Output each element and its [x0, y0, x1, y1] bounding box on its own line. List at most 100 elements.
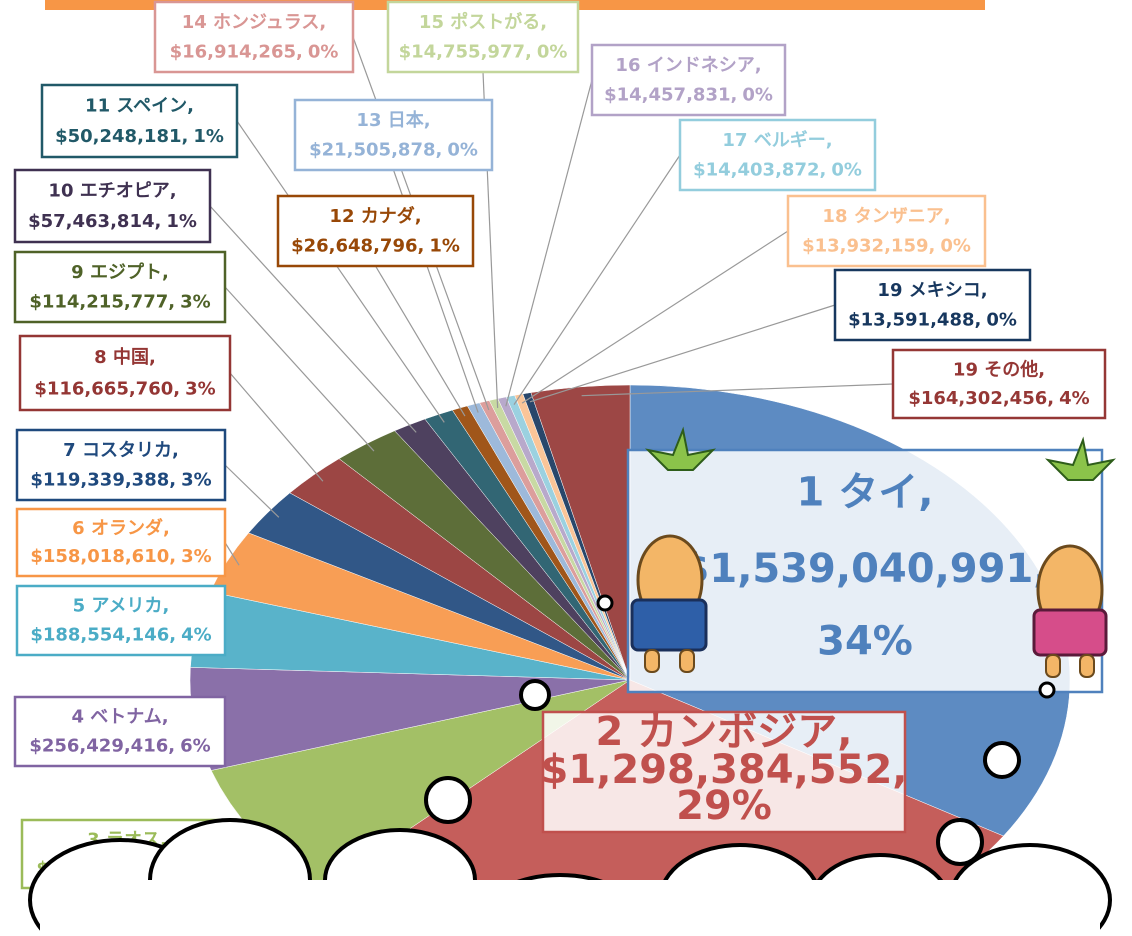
- label-value: $1,539,040,991,: [682, 546, 1049, 592]
- label-percent: 6%: [180, 736, 211, 757]
- label-value: $21,505,878,: [309, 139, 442, 160]
- labels: 1 タイ, $1,539,040,991, 34% 2 カンボジア,$1,298,38…: [13, 0, 1107, 890]
- label-box: [18, 334, 232, 412]
- label-percent: 34%: [817, 619, 913, 665]
- decoration: [28, 426, 1117, 936]
- label-percent: 0%: [447, 139, 478, 160]
- label-line: $13,932,159, 0%: [802, 235, 971, 256]
- label-percent: 0%: [308, 41, 339, 62]
- label-percent: 1%: [429, 235, 460, 256]
- label-value: $14,457,831,: [604, 84, 737, 105]
- label-value: $50,248,181,: [55, 126, 188, 147]
- label-percent: 1%: [166, 211, 197, 232]
- label-percent: 3%: [181, 469, 212, 490]
- label-line: $26,648,796, 1%: [291, 235, 460, 256]
- leaders: [119, 36, 894, 855]
- label-line: $158,018,610, 3%: [30, 546, 211, 567]
- leader-line: [236, 120, 445, 423]
- label-value: $16,914,265,: [170, 41, 303, 62]
- label-box: [13, 695, 227, 768]
- label-value: $116,665,760,: [34, 378, 180, 399]
- label-value: $158,018,610,: [30, 546, 176, 567]
- label-box: [626, 448, 1104, 694]
- label-line: $188,554,146, 4%: [30, 625, 211, 646]
- label-name: 17 ベルギー,: [722, 130, 832, 151]
- label-name: 16 インドネシア,: [615, 55, 761, 76]
- label-box: [678, 118, 877, 192]
- label-name: 19 メキシコ,: [877, 280, 987, 301]
- leader-line: [505, 79, 593, 407]
- label-value: $57,463,814,: [28, 211, 161, 232]
- label-value: $114,215,777,: [29, 291, 175, 312]
- mascot: [1032, 436, 1117, 678]
- label-name: 8 中国,: [94, 346, 156, 368]
- label-name: 4 ベトナム,: [71, 707, 168, 728]
- label-value: $26,648,796,: [291, 235, 424, 256]
- label-name: 10 エチオピア,: [48, 181, 176, 202]
- label-value: $164,302,456,: [908, 388, 1054, 409]
- label-name: 15 ポストがる,: [419, 11, 547, 33]
- label-box: [386, 0, 580, 74]
- label-line: $50,248,181, 1%: [55, 126, 224, 147]
- label-value: $14,755,977,: [399, 41, 532, 62]
- label-box: [15, 428, 227, 502]
- label-name: 7 コスタリカ,: [63, 440, 179, 461]
- label-line: $14,457,831, 0%: [604, 84, 773, 105]
- label-value: $256,429,416,: [29, 736, 175, 757]
- leader-line: [224, 286, 375, 452]
- label-box: [541, 710, 907, 834]
- label-percent: 3%: [185, 378, 216, 399]
- label-name: 19 その他,: [953, 358, 1045, 380]
- label-line: $164,302,456, 4%: [908, 388, 1089, 409]
- label-name: 13 日本,: [356, 109, 430, 131]
- label-line: $119,339,388, 3%: [30, 469, 211, 490]
- label-box: [293, 98, 494, 172]
- label-percent: 0%: [986, 309, 1017, 330]
- label-box: [15, 584, 227, 657]
- label-line: $256,429,416, 6%: [29, 736, 210, 757]
- label-value: $13,932,159,: [802, 235, 935, 256]
- leader-line: [513, 154, 681, 405]
- label-percent: 4%: [181, 625, 212, 646]
- leader-line: [581, 383, 894, 397]
- label-name: 6 オランダ,: [72, 517, 170, 539]
- label-percent: 0%: [940, 235, 971, 256]
- leader-line: [529, 304, 836, 403]
- label-percent: 1%: [193, 126, 224, 147]
- label-value: $188,554,146,: [30, 625, 176, 646]
- label-box: [15, 507, 227, 578]
- leader-line: [224, 542, 240, 566]
- leader-line: [521, 230, 789, 404]
- label-percent: 0%: [742, 84, 773, 105]
- label-box: [786, 194, 987, 268]
- label-percent: 3%: [180, 291, 211, 312]
- label-name: 9 エジプト,: [71, 261, 169, 283]
- label-line: $57,463,814, 1%: [28, 211, 197, 232]
- label-value: $14,403,872,: [693, 159, 826, 180]
- label-box: [276, 194, 475, 268]
- label-percent: 3%: [181, 546, 212, 567]
- leader-line: [209, 205, 417, 433]
- label-box: [153, 0, 355, 74]
- label-value: $119,339,388,: [30, 469, 176, 490]
- label-line: $13,591,488, 0%: [848, 309, 1017, 330]
- label-line: $16,914,265, 0%: [170, 41, 339, 62]
- label-name: 2 カンボジア,: [596, 709, 853, 755]
- label-value: $13,591,488,: [848, 309, 981, 330]
- label-box: [13, 250, 227, 324]
- label-name: 5 アメリカ,: [73, 596, 170, 617]
- label-line: $14,403,872, 0%: [693, 159, 862, 180]
- cloud-fill: [40, 880, 1100, 936]
- label-line: $116,665,760, 3%: [34, 378, 215, 399]
- label-box: [833, 268, 1032, 342]
- label-line: $21,505,878, 0%: [309, 139, 478, 160]
- label-name: 1 タイ,: [797, 469, 934, 515]
- label-name: 12 カナダ,: [329, 205, 421, 227]
- label-box: [13, 168, 212, 244]
- mascot: [630, 426, 717, 673]
- label-name: 14 ホンジュラス,: [182, 12, 327, 33]
- label-box: [590, 43, 787, 117]
- label-percent: 4%: [1059, 388, 1090, 409]
- label-box: [891, 348, 1107, 420]
